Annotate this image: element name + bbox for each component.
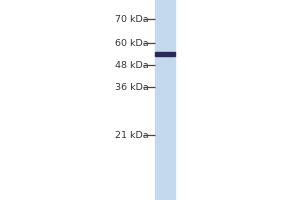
Bar bbox=[155, 0, 175, 200]
Text: 36 kDa: 36 kDa bbox=[115, 83, 148, 92]
Text: 60 kDa: 60 kDa bbox=[115, 38, 148, 47]
Bar bbox=[154, 52, 175, 56]
Text: 21 kDa: 21 kDa bbox=[115, 131, 148, 140]
Text: 70 kDa: 70 kDa bbox=[115, 15, 148, 23]
Text: 48 kDa: 48 kDa bbox=[115, 60, 148, 70]
